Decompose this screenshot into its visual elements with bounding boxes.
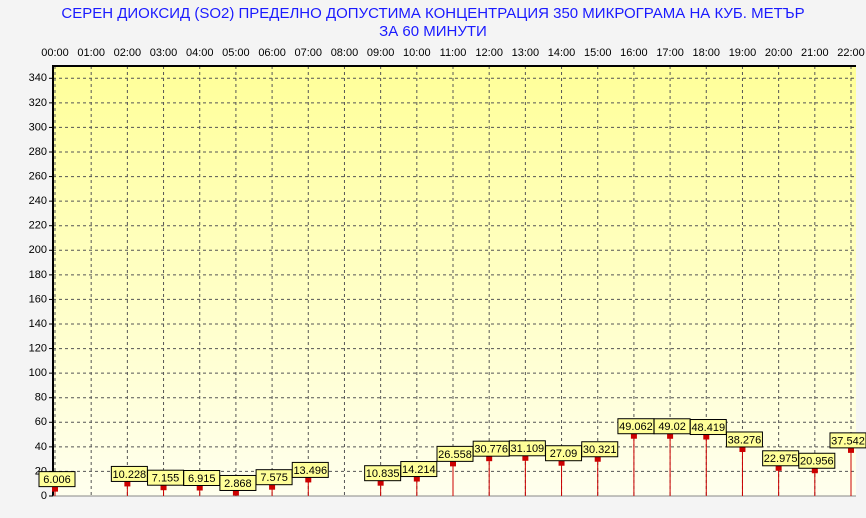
y-tick-label: 0 [41, 490, 47, 502]
x-tick-label: 03:00 [150, 47, 178, 59]
data-label: 7.155 [152, 473, 180, 485]
point-marker [775, 464, 782, 471]
data-label: 14.214 [402, 464, 436, 476]
data-label: 7.575 [260, 472, 288, 484]
x-tick-label: 21:00 [801, 47, 829, 59]
point-marker [848, 446, 854, 453]
y-tick-label: 220 [29, 220, 47, 232]
x-tick-label: 14:00 [548, 47, 576, 59]
data-label: 10.228 [113, 469, 147, 481]
y-tick-label: 200 [29, 244, 47, 256]
y-tick-label: 340 [29, 72, 47, 84]
plot-border [52, 65, 856, 496]
x-tick-label: 20:00 [765, 47, 793, 59]
x-tick-label: 11:00 [440, 47, 467, 59]
point-marker [413, 475, 420, 482]
point-marker [630, 432, 637, 439]
x-tick-label: 00:00 [41, 47, 69, 59]
y-tick-label: 280 [29, 146, 47, 158]
y-tick-label: 300 [29, 121, 47, 133]
data-label-box [291, 461, 329, 478]
y-tick-label: 240 [29, 195, 47, 207]
point-marker [450, 460, 456, 467]
data-label: 27.09 [550, 448, 578, 460]
x-tick-label: 13:00 [512, 47, 540, 59]
data-label: 26.558 [438, 449, 472, 461]
data-label: 20.956 [800, 456, 834, 468]
data-label: 2.868 [224, 478, 252, 490]
data-label: 22.975 [764, 453, 798, 465]
point-marker [811, 467, 818, 474]
point-marker [269, 483, 276, 490]
data-label: 49.02 [658, 421, 686, 433]
chart-subtitle: ЗА 60 МИНУТИ [379, 23, 487, 40]
y-tick-label: 120 [29, 342, 47, 354]
point-marker [739, 445, 746, 452]
data-label: 6.915 [188, 473, 216, 485]
data-label: 31.109 [511, 443, 545, 455]
data-label: 49.062 [619, 421, 653, 433]
y-tick-label: 40 [35, 441, 47, 453]
point-marker [558, 459, 565, 466]
point-marker [486, 455, 493, 462]
point-marker [667, 432, 674, 439]
data-label-box [725, 431, 763, 448]
x-tick-label: 17:00 [656, 47, 684, 59]
y-tick-label: 320 [29, 97, 47, 109]
x-tick-label: 18:00 [693, 47, 721, 59]
x-tick-label: 19:00 [729, 47, 757, 59]
data-label: 30.776 [474, 444, 508, 456]
data-label-box [829, 432, 866, 449]
data-label-box [798, 452, 836, 469]
y-tick-label: 80 [35, 392, 47, 404]
point-marker [124, 480, 131, 487]
data-label: 48.419 [691, 422, 725, 434]
data-label-box [689, 419, 727, 436]
data-label: 38.276 [728, 434, 762, 446]
x-tick-label: 04:00 [186, 47, 214, 59]
x-tick-label: 16:00 [620, 47, 648, 59]
point-marker [232, 489, 239, 496]
data-label-box [581, 441, 619, 458]
y-tick-label: 260 [29, 170, 47, 182]
x-tick-label: 05:00 [222, 47, 250, 59]
point-marker [196, 484, 203, 491]
x-tick-label: 10:00 [403, 47, 431, 59]
chart-title: СЕРЕН ДИОКСИД (SO2) ПРЕДЕЛНО ДОПУСТИМА К… [61, 5, 804, 22]
x-tick-label: 06:00 [258, 47, 286, 59]
x-tick-label: 12:00 [475, 47, 503, 59]
y-tick-label: 140 [29, 318, 47, 330]
point-marker [703, 433, 710, 440]
x-tick-label: 08:00 [331, 47, 359, 59]
x-tick-label: 01:00 [77, 47, 105, 59]
point-marker [594, 455, 601, 462]
point-marker [305, 476, 312, 483]
data-label: 30.321 [583, 444, 617, 456]
point-marker [377, 479, 384, 486]
point-marker [160, 484, 167, 491]
data-label-box [38, 471, 76, 488]
x-tick-label: 09:00 [367, 47, 395, 59]
y-tick-label: 180 [29, 269, 47, 281]
y-tick-label: 60 [35, 416, 47, 428]
data-label: 6.006 [43, 474, 71, 486]
y-tick-label: 160 [29, 293, 47, 305]
x-tick-label: 02:00 [114, 47, 142, 59]
x-tick-label: 22:00 [837, 47, 865, 59]
x-tick-label: 15:00 [584, 47, 612, 59]
y-tick-label: 100 [29, 367, 47, 379]
point-marker [52, 485, 58, 492]
data-label: 10.835 [366, 468, 400, 480]
point-marker [522, 454, 529, 461]
data-label: 13.496 [293, 465, 327, 477]
data-label-box [400, 461, 438, 478]
data-label: 37.542 [831, 435, 865, 447]
x-tick-label: 07:00 [295, 47, 323, 59]
